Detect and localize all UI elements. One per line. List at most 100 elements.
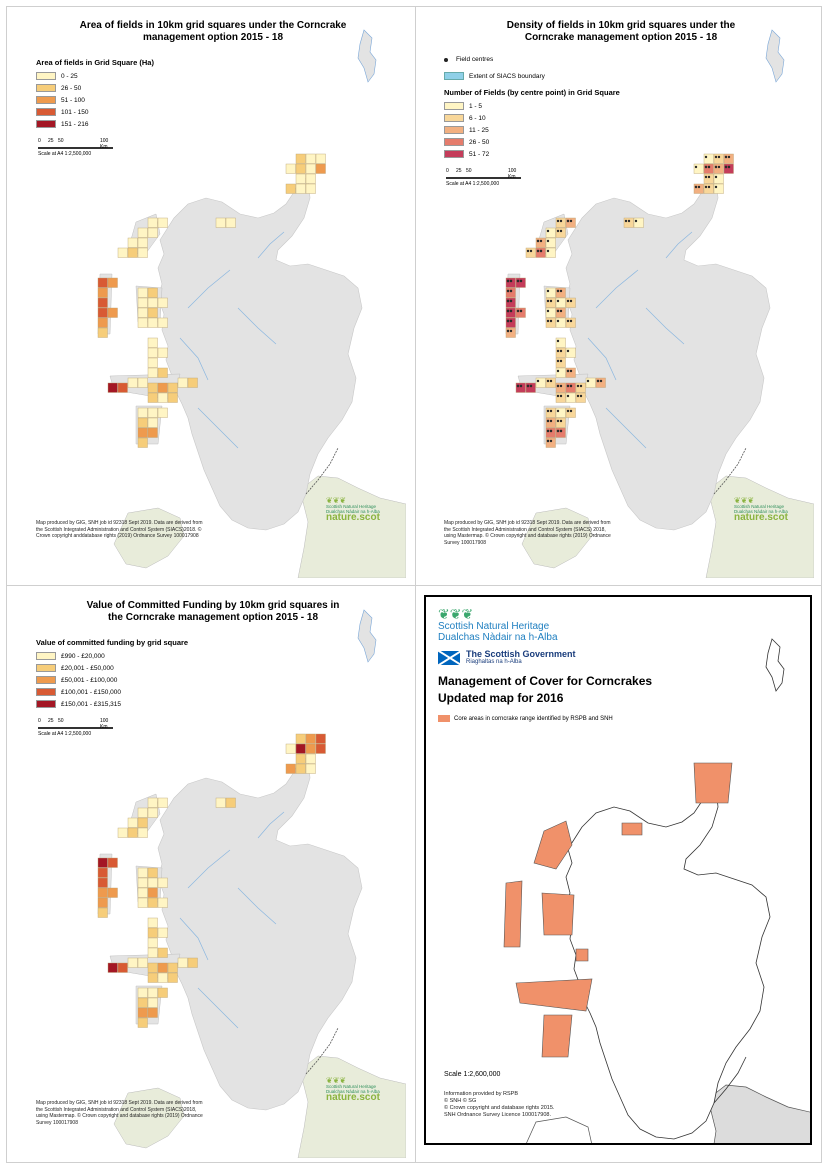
grid-square [97, 897, 108, 908]
field-centre-point [559, 349, 563, 353]
map-panel-funding: Value of Committed Funding by 10km grid … [8, 588, 406, 1158]
grid-square [565, 297, 576, 308]
grid-square [565, 317, 576, 328]
grid-square [137, 807, 148, 818]
grid-square [147, 367, 158, 378]
core-area [515, 978, 593, 1012]
field-centre-point [509, 299, 513, 303]
boundary-legend: Extent of SIACS boundary [444, 72, 545, 80]
org-name: Scottish Natural Heritage [326, 503, 377, 509]
org-name-gaelic: Dualchas Nàdair na h-Alba [326, 1089, 380, 1094]
legend-item: 0 - 25 [36, 70, 88, 82]
grid-square [147, 347, 158, 358]
legend-swatch [36, 700, 56, 708]
field-centre-point [549, 419, 553, 423]
legend-label: 101 - 150 [61, 108, 89, 116]
legend-label: 0 - 25 [61, 72, 78, 80]
field-centre-point [509, 279, 513, 283]
grid-square [157, 897, 168, 908]
loch-line [187, 849, 231, 889]
grid-square [505, 317, 516, 328]
org-name-gaelic: Dualchas Nàdair na h-Alba [438, 632, 558, 643]
leaf-icon: ❦❦❦ [326, 496, 347, 505]
grid-square [713, 183, 724, 194]
field-centre-point [556, 369, 560, 373]
grid-square [505, 297, 516, 308]
border-line [713, 1056, 747, 1104]
grid-square [633, 217, 644, 228]
legend-label: £990 - £20,000 [61, 652, 105, 660]
scale-note: Scale at A4 1:2,500,000 [446, 181, 500, 187]
grid-square [295, 163, 306, 174]
field-centre-point [566, 349, 570, 353]
grid-square [555, 417, 566, 428]
border-line [305, 1027, 339, 1075]
field-centre-point [526, 384, 530, 388]
legend-item: 51 - 72 [444, 148, 489, 160]
loch-line [237, 887, 277, 925]
scale-tick-label: 0 [446, 168, 449, 174]
legend-swatch [444, 126, 464, 134]
core-area [503, 880, 523, 948]
grid-square [137, 437, 148, 448]
grid-square [147, 877, 158, 888]
grid-square [137, 997, 148, 1008]
grid-square [575, 382, 586, 393]
grid-square [137, 887, 148, 898]
field-centre-point [717, 165, 721, 169]
field-centre-point [549, 299, 553, 303]
map-title: Management of Cover for Corncrakes Updat… [438, 673, 652, 707]
field-centre-point [717, 155, 721, 159]
field-centre-point [556, 394, 560, 398]
loch-line [197, 407, 239, 449]
field-centre-point [546, 299, 550, 303]
grid-square [545, 297, 556, 308]
grid-square [147, 887, 158, 898]
field-centre-point [569, 409, 573, 413]
legend-item: 1 - 5 [444, 100, 489, 112]
grid-square [555, 217, 566, 228]
field-centre-point [526, 249, 530, 253]
scale-bar-graphic [38, 147, 113, 149]
legend-swatch [444, 102, 464, 110]
field-centre-point [539, 249, 543, 253]
field-centre-point [546, 249, 550, 253]
grid-square [305, 163, 316, 174]
grid-square [127, 817, 138, 828]
field-centre-point [529, 384, 533, 388]
org-name-gaelic: Dualchas Nàdair na h-Alba [734, 509, 788, 514]
ireland-landmass [521, 507, 593, 569]
field-centre-point [566, 369, 570, 373]
grid-square [147, 217, 158, 228]
grid-square [97, 867, 108, 878]
legend-label: £20,001 - £50,000 [61, 664, 114, 672]
field-centre-point [569, 319, 573, 323]
field-centre-point [519, 279, 523, 283]
scale-tick-label: 100 Km [508, 168, 517, 180]
grid-square [97, 277, 108, 288]
field-centre-point [509, 329, 513, 333]
grid-square [723, 163, 734, 174]
field-centre-point [634, 219, 638, 223]
legend-swatch [444, 150, 464, 158]
map-panel-density: Density of fields in 10km grid squares u… [416, 8, 814, 578]
legend-item: £150,001 - £315,315 [36, 698, 121, 710]
field-centre-point [546, 439, 550, 443]
field-centre-point [556, 349, 560, 353]
grid-square [117, 382, 128, 393]
field-centre-point [559, 384, 563, 388]
grid-square [167, 962, 178, 973]
legend-label: 51 - 100 [61, 96, 85, 104]
grid-square [545, 307, 556, 318]
grid-square [147, 917, 158, 928]
grid-square [565, 382, 576, 393]
field-centre-point [576, 394, 580, 398]
field-centre-point [579, 394, 583, 398]
snh-logo: ❦❦❦ Scottish Natural Heritage Dualchas Nàd… [734, 497, 788, 522]
org-name: Scottish Natural Heritage [326, 1083, 377, 1089]
field-centre-point [566, 219, 570, 223]
field-centre-point [516, 279, 520, 283]
field-centre-point [546, 409, 550, 413]
field-centre-point [516, 384, 520, 388]
field-centre-point [556, 409, 560, 413]
